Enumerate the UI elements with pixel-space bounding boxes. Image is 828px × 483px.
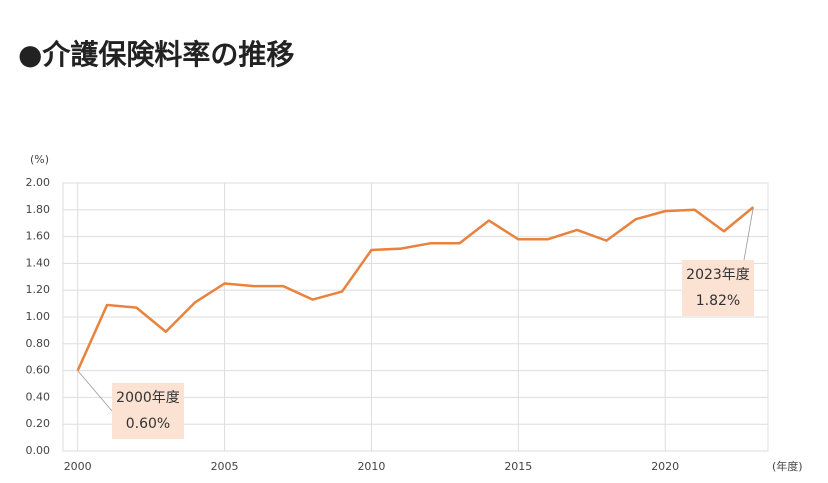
annotation-value: 1.82%	[696, 293, 740, 309]
annotation-value: 0.60%	[126, 416, 170, 432]
annotation-box	[112, 383, 184, 439]
y-tick-label: 1.20	[26, 283, 51, 296]
chart-title: ●介護保険料率の推移	[18, 38, 294, 71]
data-line	[76, 206, 755, 372]
y-tick-label: 0.80	[26, 337, 51, 350]
x-tick-label: 2015	[504, 460, 532, 473]
leader-line	[77, 370, 113, 412]
y-tick-label: 1.40	[26, 256, 51, 269]
y-tick-label: 1.00	[26, 310, 51, 323]
annotation-label: 2000年度	[116, 390, 180, 406]
y-tick-label: 0.40	[26, 390, 51, 403]
annotation-label: 2023年度	[686, 267, 750, 283]
plot-frame	[62, 182, 769, 452]
x-axis-label: (年度)	[772, 459, 803, 473]
annotation-box	[682, 260, 754, 316]
y-axis-label: (%)	[30, 153, 49, 166]
x-tick-label: 2005	[211, 460, 239, 473]
x-tick-label: 2000	[64, 460, 92, 473]
x-tick-label: 2010	[357, 460, 385, 473]
y-tick-label: 1.60	[26, 230, 51, 243]
y-tick-label: 2.00	[26, 176, 51, 189]
y-tick-label: 1.80	[26, 203, 51, 216]
y-tick-label: 0.60	[26, 364, 51, 377]
x-tick-label: 2020	[651, 460, 679, 473]
y-tick-label: 0.00	[26, 444, 51, 457]
leader-line	[743, 207, 754, 261]
y-tick-label: 0.20	[26, 417, 51, 430]
